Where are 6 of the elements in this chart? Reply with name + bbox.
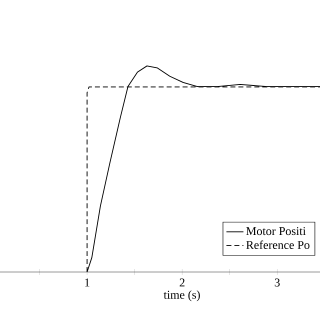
x-tick-label: 2: [180, 278, 184, 286]
x-axis-title: time (s): [164, 290, 200, 302]
legend-label: Reference Po: [246, 240, 310, 250]
x-tick-label: 1: [85, 278, 90, 286]
x-tick-label: 3: [274, 278, 280, 287]
legend-label: Motor Positi: [246, 227, 306, 236]
